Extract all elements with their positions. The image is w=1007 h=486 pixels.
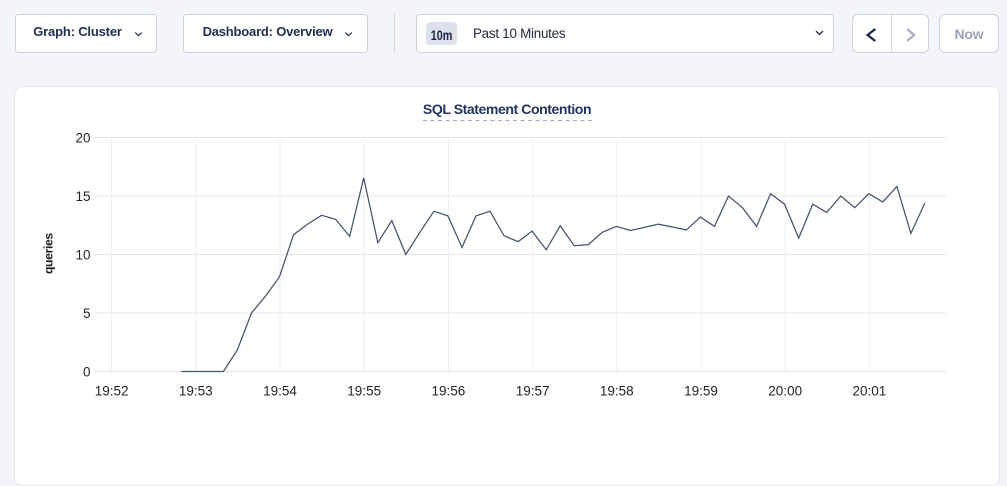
svg-text:19:57: 19:57 (516, 383, 550, 398)
svg-text:queries: queries (41, 233, 55, 274)
svg-text:19:54: 19:54 (263, 383, 297, 398)
svg-text:20: 20 (75, 130, 90, 145)
svg-text:0: 0 (83, 364, 91, 379)
svg-text:19:58: 19:58 (600, 383, 634, 398)
svg-text:15: 15 (75, 189, 90, 204)
svg-text:19:55: 19:55 (347, 383, 381, 398)
svg-text:19:59: 19:59 (684, 383, 718, 398)
svg-text:19:52: 19:52 (95, 383, 129, 398)
svg-text:20:01: 20:01 (853, 383, 887, 398)
svg-text:19:53: 19:53 (179, 383, 213, 398)
svg-text:19:56: 19:56 (432, 383, 466, 398)
svg-text:20:00: 20:00 (768, 383, 802, 398)
svg-text:10: 10 (75, 247, 90, 262)
svg-text:5: 5 (83, 306, 91, 321)
